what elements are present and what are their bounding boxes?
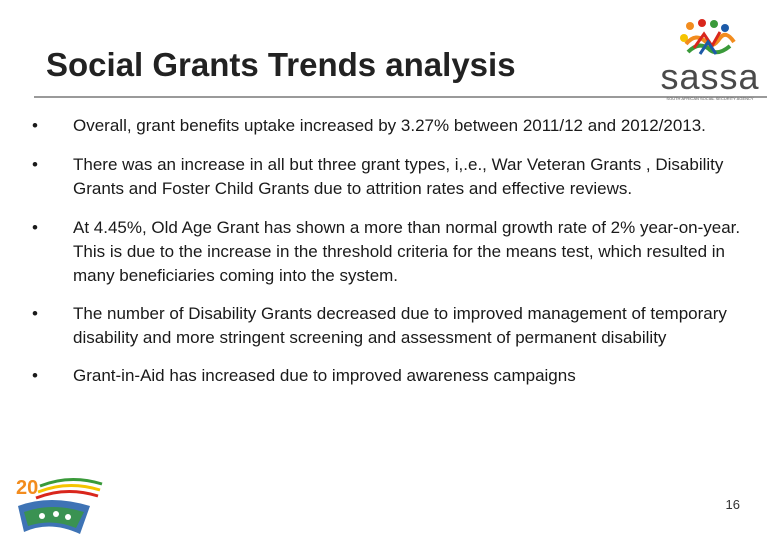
bullet-icon: •: [32, 155, 38, 174]
bullet-text: Overall, grant benefits uptake increased…: [73, 116, 706, 135]
bullet-text: There was an increase in all but three g…: [73, 155, 724, 198]
bullet-item: • At 4.45%, Old Age Grant has shown a mo…: [32, 216, 747, 288]
bullet-text: Grant-in-Aid has increased due to improv…: [73, 366, 576, 385]
bullet-text: The number of Disability Grants decrease…: [73, 304, 727, 347]
svg-text:20: 20: [16, 477, 38, 499]
bullet-icon: •: [32, 366, 38, 385]
bullet-icon: •: [32, 218, 38, 237]
bullet-item: • There was an increase in all but three…: [32, 153, 747, 201]
sassa-people-icon: [680, 19, 736, 55]
twenty-years-freedom-logo: 20: [10, 472, 110, 540]
bullet-item: • Overall, grant benefits uptake increas…: [32, 114, 747, 138]
bullet-icon: •: [32, 304, 38, 323]
bullet-item: • Grant-in-Aid has increased due to impr…: [32, 364, 747, 388]
logo-subtext: SOUTH AFRICAN SOCIAL SECURITY AGENCY: [666, 96, 754, 101]
logo-wordmark: sassa: [660, 56, 760, 97]
title-underline: [34, 96, 767, 98]
bullet-list: • Overall, grant benefits uptake increas…: [32, 114, 747, 388]
bullet-text: At 4.45%, Old Age Grant has shown a more…: [73, 218, 741, 285]
slide-title: Social Grants Trends analysis: [46, 46, 516, 83]
sassa-logo: sassa SOUTH AFRICAN SOCIAL SECURITY AGEN…: [660, 18, 768, 106]
bullet-icon: •: [32, 116, 38, 135]
bullet-item: • The number of Disability Grants decrea…: [32, 302, 747, 350]
page-number: 16: [725, 497, 740, 512]
freedom-logo-icon: 20: [16, 477, 103, 534]
